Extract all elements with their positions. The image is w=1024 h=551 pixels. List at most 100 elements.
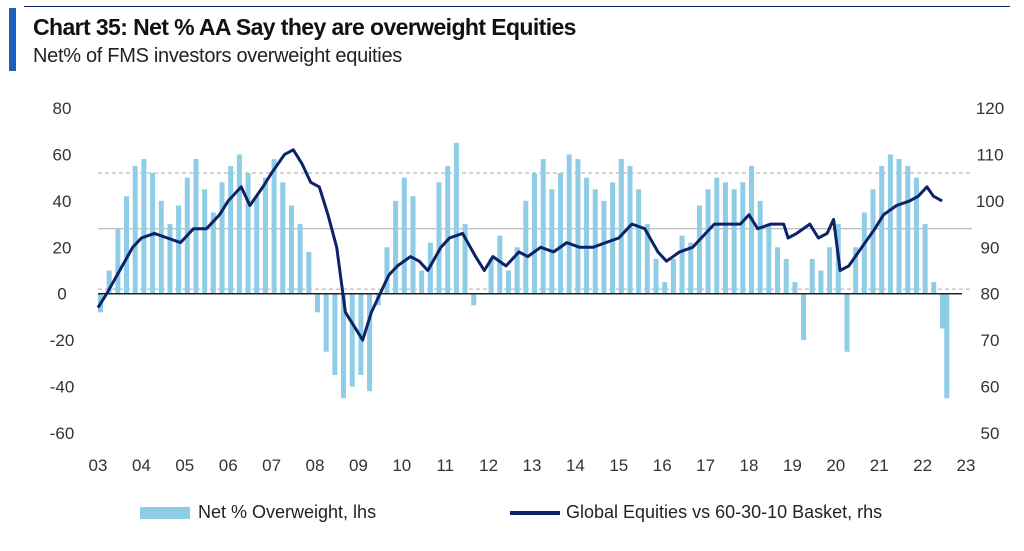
bar-18 — [254, 196, 260, 294]
x-tick-10: 13 — [523, 456, 542, 475]
x-axis-ticks: 03 04 05 06 07 08 09 10 11 12 13 14 15 16 17 18 19 20 21 22… — [89, 456, 976, 475]
legend-item-bars: Net % Overweight, lhs — [140, 502, 376, 523]
y-right-tick-7: 50 — [981, 424, 1000, 443]
x-tick-5: 08 — [306, 456, 325, 475]
x-tick-8: 11 — [436, 456, 454, 475]
bar-62 — [636, 189, 642, 294]
x-tick-0: 03 — [89, 456, 108, 475]
bar-series — [98, 142, 950, 399]
y-left-tick-5: -20 — [50, 331, 75, 350]
bar-53 — [558, 173, 564, 294]
x-tick-9: 12 — [479, 456, 498, 475]
y-left-tick-6: -40 — [50, 378, 75, 397]
bar-95 — [922, 224, 928, 294]
bar-33 — [384, 247, 390, 294]
bar-80 — [792, 282, 798, 294]
bar-49 — [523, 200, 529, 294]
bar-90 — [879, 166, 885, 294]
y-left-tick-7: -60 — [50, 424, 75, 443]
x-tick-1: 04 — [132, 456, 151, 475]
bar-45 — [488, 258, 494, 294]
x-tick-4: 07 — [262, 456, 281, 475]
x-tick-15: 18 — [740, 456, 759, 475]
y-left-tick-4: 0 — [57, 285, 66, 304]
bar-52 — [549, 189, 555, 294]
legend-label-bars: Net % Overweight, lhs — [198, 502, 377, 522]
x-tick-17: 20 — [826, 456, 845, 475]
right-axis-ticks: 120 110 100 90 80 70 60 50 — [976, 99, 1004, 443]
chart-title: Chart 35: Net % AA Say they are overweig… — [33, 14, 576, 40]
bar-22 — [288, 205, 294, 294]
bar-12 — [202, 189, 208, 294]
bar-91 — [887, 154, 893, 294]
x-tick-3: 06 — [219, 456, 238, 475]
x-tick-18: 21 — [870, 456, 889, 475]
bar-96 — [931, 282, 937, 294]
x-tick-20: 23 — [957, 456, 976, 475]
y-right-tick-3: 90 — [981, 238, 1000, 257]
bar-8 — [167, 224, 173, 294]
line-series — [96, 148, 943, 342]
y-right-tick-2: 100 — [976, 192, 1004, 211]
y-left-tick-3: 20 — [53, 238, 72, 257]
bar-60 — [618, 159, 624, 294]
bar-59 — [610, 182, 616, 294]
bar-86 — [844, 293, 850, 352]
bar-75 — [749, 166, 754, 294]
bar-67 — [679, 235, 685, 294]
top-rule — [24, 6, 1010, 7]
x-tick-2: 05 — [175, 456, 194, 475]
x-tick-7: 10 — [392, 456, 411, 475]
bar-41 — [453, 142, 459, 294]
y-right-tick-5: 70 — [981, 331, 1000, 350]
bar-35 — [401, 177, 407, 294]
y-right-tick-1: 110 — [976, 145, 1003, 164]
bar-97 — [939, 293, 945, 329]
x-tick-12: 15 — [609, 456, 628, 475]
y-left-tick-2: 40 — [53, 192, 72, 211]
bar-51 — [540, 159, 546, 294]
bar-48 — [514, 247, 520, 294]
bar-3 — [124, 196, 130, 294]
bar-1 — [106, 270, 112, 294]
y-left-tick-0: 80 — [53, 99, 72, 118]
bar-2 — [115, 228, 121, 294]
bar-5 — [141, 159, 147, 294]
bar-56 — [584, 177, 590, 294]
bar-34 — [393, 200, 399, 294]
bar-55 — [575, 159, 581, 294]
bar-20 — [271, 159, 277, 294]
bar-58 — [601, 200, 607, 294]
bar-50 — [532, 173, 537, 294]
bar-14 — [219, 182, 225, 294]
bar-83 — [818, 270, 824, 294]
bar-16 — [236, 154, 242, 294]
bar-31 — [367, 293, 373, 392]
bar-21 — [280, 182, 286, 294]
title-accent-bar — [9, 8, 16, 71]
y-right-tick-6: 60 — [981, 378, 1000, 397]
bar-94 — [913, 177, 919, 294]
bar-39 — [436, 182, 442, 294]
legend-item-line: Global Equities vs 60-30-10 Basket, rhs — [510, 502, 882, 523]
bar-82 — [809, 258, 815, 294]
bar-29 — [349, 293, 355, 387]
bar-61 — [627, 166, 633, 294]
bar-87 — [853, 247, 859, 294]
legend-swatch-bars — [140, 506, 190, 519]
bar-7 — [158, 200, 164, 294]
bar-57 — [592, 189, 598, 294]
legend-swatch-line — [510, 510, 560, 515]
bar-76 — [757, 200, 763, 294]
bar-78 — [775, 247, 781, 294]
x-tick-14: 17 — [696, 456, 715, 475]
bar-63 — [644, 224, 650, 294]
bar-9 — [176, 205, 182, 294]
x-tick-11: 14 — [566, 456, 585, 475]
bar-13 — [210, 212, 216, 294]
bar-69 — [696, 205, 702, 294]
x-tick-13: 16 — [653, 456, 672, 475]
chart-subtitle: Net% of FMS investors overweight equitie… — [33, 45, 402, 67]
bar-26 — [323, 293, 329, 352]
bar-28 — [341, 293, 347, 399]
